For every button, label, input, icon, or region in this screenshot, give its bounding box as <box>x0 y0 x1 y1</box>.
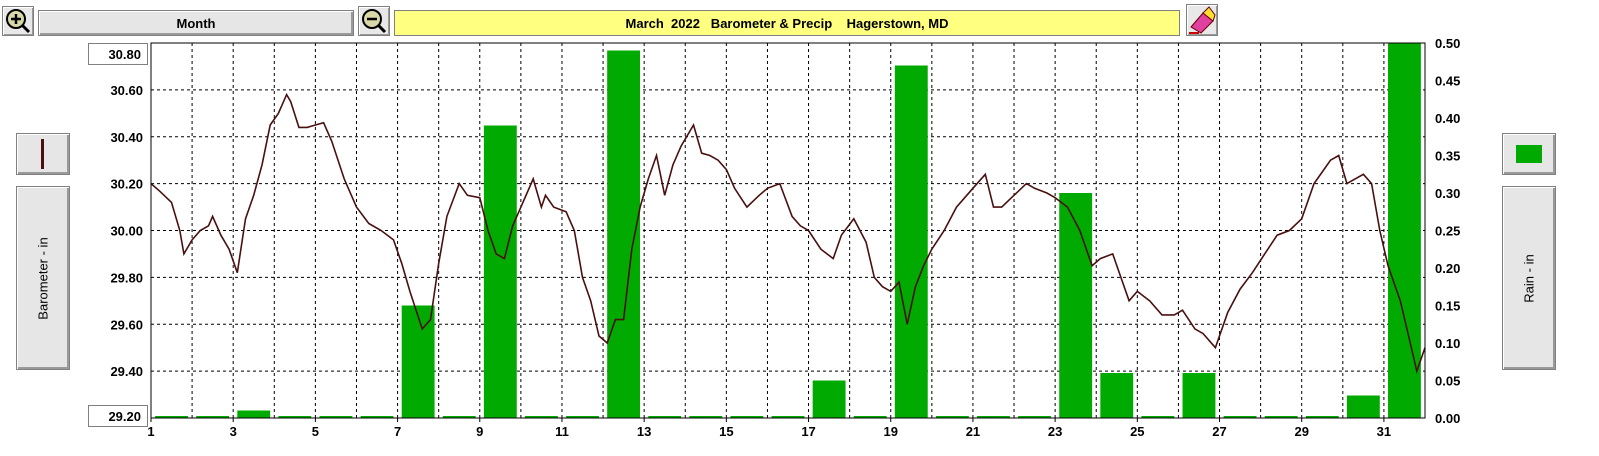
rain-bar <box>1059 193 1093 418</box>
rain-bar <box>1100 373 1134 418</box>
right-tick-label: 0.25 <box>1435 224 1460 239</box>
rain-bar <box>278 416 312 418</box>
right-tick-labels: 0.00 0.05 0.10 0.15 0.20 0.25 0.30 0.35 0.40 0.45… <box>1435 36 1460 426</box>
right-tick-label: 0.40 <box>1435 111 1460 126</box>
x-tick-label: 11 <box>555 424 569 439</box>
rain-bar <box>401 305 435 418</box>
rain-bar <box>237 410 271 418</box>
rain-bar <box>853 416 887 418</box>
x-tick-label: 31 <box>1377 424 1391 439</box>
left-tick-label: 30.60 <box>110 83 143 98</box>
rain-bar <box>524 416 558 418</box>
right-tick-label: 0.50 <box>1435 36 1460 51</box>
x-tick-label: 13 <box>637 424 651 439</box>
rain-bar <box>1182 373 1216 418</box>
rain-bar <box>977 416 1010 418</box>
rain-bar <box>566 416 599 418</box>
left-tick-label: 30.00 <box>110 224 143 239</box>
x-tick-label: 1 <box>147 424 154 439</box>
zoom-in-button[interactable] <box>2 6 34 36</box>
right-tick-label: 0.30 <box>1435 186 1460 201</box>
left-tick-label: 29.40 <box>110 364 143 379</box>
rain-bar <box>935 416 969 418</box>
rain-bar <box>1018 416 1052 418</box>
rain-bar <box>771 416 805 418</box>
rain-bar <box>730 416 764 418</box>
x-tick-label: 23 <box>1048 424 1062 439</box>
x-tick-label: 17 <box>801 424 815 439</box>
rain-bar <box>812 380 846 418</box>
rain-bar <box>689 416 723 418</box>
period-month-button[interactable]: Month <box>38 10 354 36</box>
x-tick-label: 15 <box>719 424 733 439</box>
rain-bar <box>196 416 230 418</box>
bottom-readout: 29.20 <box>88 405 148 427</box>
right-tick-label: 0.20 <box>1435 261 1460 276</box>
plot-frame <box>150 42 1426 419</box>
x-tick-label: 5 <box>312 424 319 439</box>
rain-bar <box>1141 416 1175 418</box>
rain-bar <box>483 125 517 418</box>
left-tick-label: 29.60 <box>110 317 143 332</box>
left-tick-label: 29.80 <box>110 270 143 285</box>
rain-axis-button[interactable]: Rain - in <box>1502 186 1556 370</box>
x-tick-label: 27 <box>1212 424 1226 439</box>
right-tick-label: 0.05 <box>1435 374 1460 389</box>
x-tick-label: 21 <box>966 424 980 439</box>
rain-legend-button[interactable] <box>1502 133 1556 175</box>
top-readout: 30.80 <box>88 43 148 65</box>
line-legend-icon <box>41 139 44 169</box>
rain-bar <box>155 416 188 418</box>
x-tick-label: 25 <box>1130 424 1144 439</box>
rain-bar <box>894 65 928 418</box>
bar-legend-icon <box>1516 145 1542 163</box>
x-tick-label: 19 <box>884 424 898 439</box>
rain-bar <box>1346 395 1380 418</box>
grid <box>151 43 1425 418</box>
rain-bar <box>648 416 682 418</box>
x-tick-labels: 1 3 5 7 9 11 13 15 17 19 21 23 25 27 29 31 <box>147 418 1391 439</box>
rain-bar <box>1388 43 1421 418</box>
left-tick-label: 30.40 <box>110 130 143 145</box>
rain-bar <box>1223 416 1257 418</box>
erase-button[interactable] <box>1186 4 1218 36</box>
right-tick-label: 0.35 <box>1435 149 1460 164</box>
magnifier-minus-icon <box>362 9 387 34</box>
rain-bar <box>319 416 353 418</box>
magnifier-plus-icon <box>6 9 31 34</box>
x-tick-label: 9 <box>476 424 483 439</box>
rain-bar <box>1305 416 1339 418</box>
x-tick-label: 29 <box>1294 424 1308 439</box>
zoom-out-button[interactable] <box>358 6 390 36</box>
barometer-legend-button[interactable] <box>16 133 70 175</box>
barometer-line <box>150 92 1426 374</box>
eraser-icon <box>1189 6 1216 34</box>
right-tick-label: 0.45 <box>1435 74 1460 89</box>
rain-bar <box>360 416 394 418</box>
left-tick-label: 30.20 <box>110 177 143 192</box>
barometer-axis-button[interactable]: Barometer - in <box>16 186 70 370</box>
left-tick-labels: 29.40 29.60 29.80 30.00 30.20 30.40 30.60 <box>110 83 143 379</box>
right-tick-label: 0.00 <box>1435 411 1460 426</box>
x-tick-label: 3 <box>230 424 237 439</box>
chart-title: March 2022 Barometer & Precip Hagerstown… <box>394 10 1180 36</box>
rain-bars <box>155 43 1421 418</box>
x-tick-label: 7 <box>394 424 401 439</box>
rain-bar <box>1264 416 1298 418</box>
right-tick-label: 0.10 <box>1435 336 1460 351</box>
rain-bar <box>442 416 476 418</box>
right-tick-label: 0.15 <box>1435 299 1460 314</box>
